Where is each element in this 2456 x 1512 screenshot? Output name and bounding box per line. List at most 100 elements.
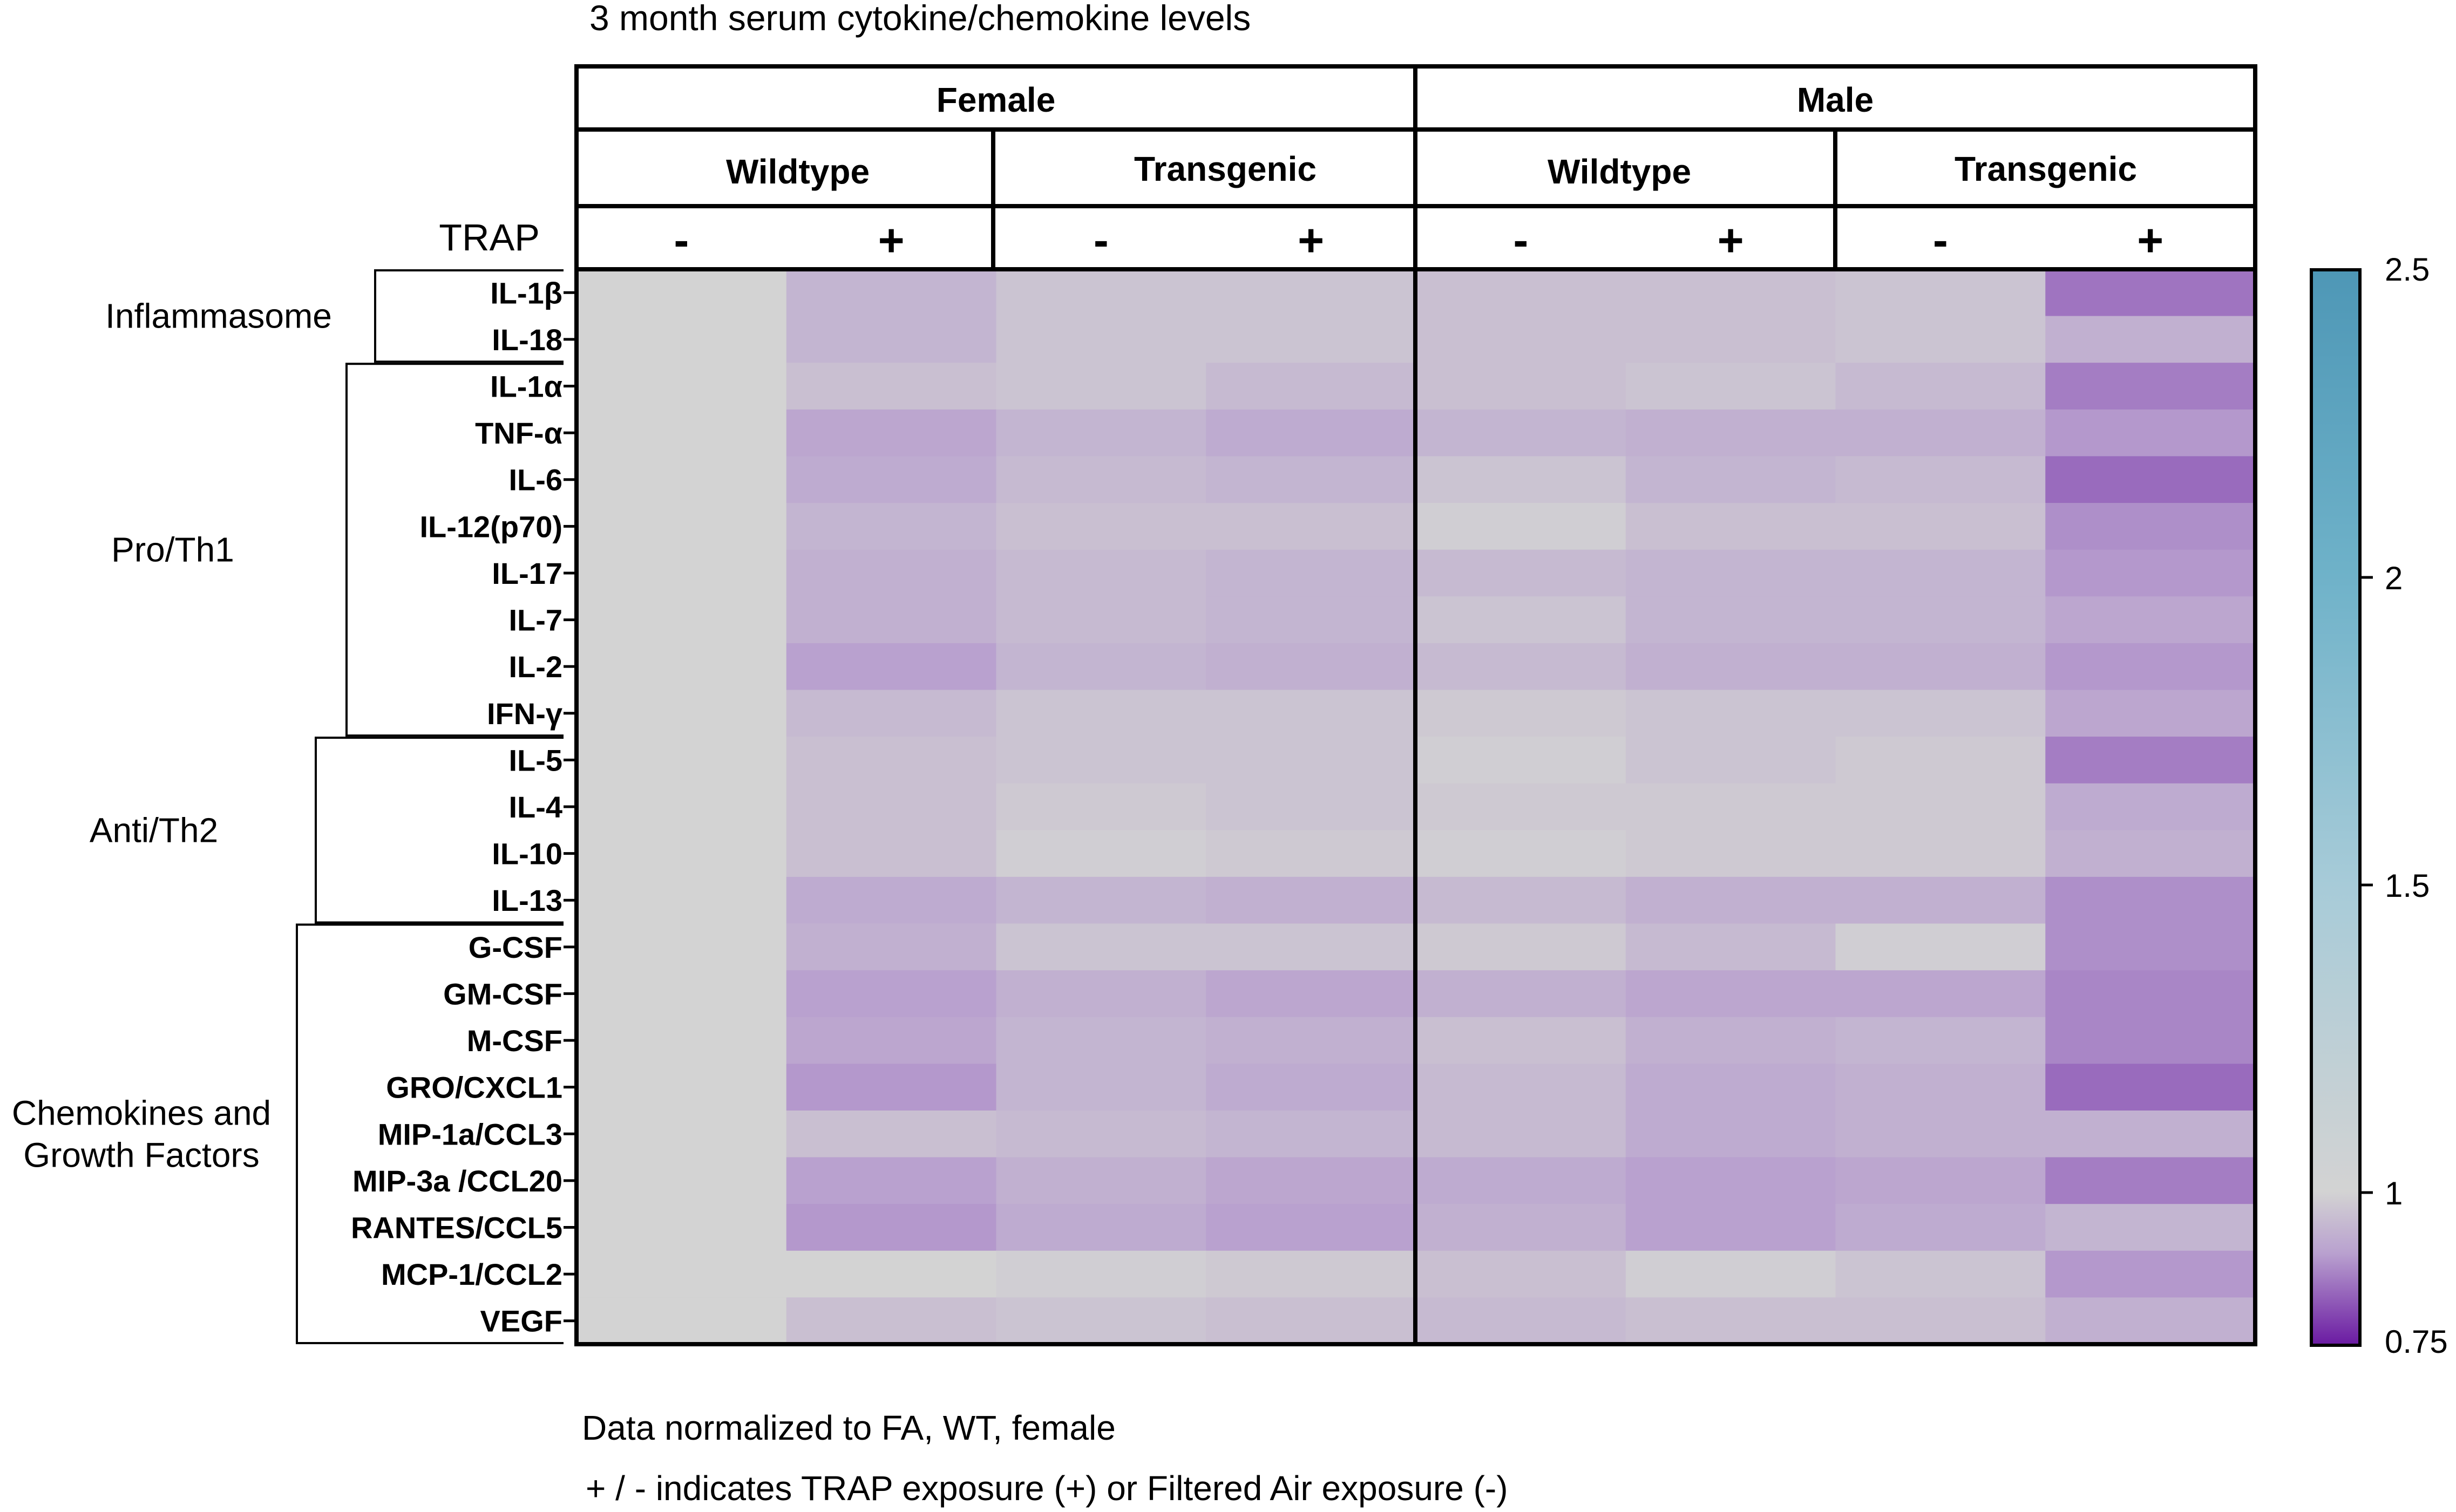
heatmap-cell-mip-3a-ccl20-col1 (576, 1157, 787, 1204)
row-label-il-12-p70: IL-12(p70) (420, 509, 563, 543)
note-trap-exposure: + / - indicates TRAP exposure (+) or Fil… (586, 1469, 1508, 1508)
group-label-pro-th1: Pro/Th1 (111, 530, 234, 569)
heatmap-cell-il-17-col4 (1206, 549, 1416, 597)
heatmap-cell-mip-3a-ccl20-col2 (786, 1157, 997, 1204)
heatmap-cell-m-csf-col4 (1206, 1017, 1416, 1065)
heatmap-cell-il-18-col5 (1416, 316, 1626, 364)
heatmap-cell-il-12-p70-col7 (1835, 503, 2046, 550)
group-bracket-chemokines-and-growth-factors (296, 923, 564, 1344)
heatmap-cell-il-1-col4 (1206, 269, 1416, 317)
heatmap-cell-rantes-ccl5-col8 (2045, 1204, 2256, 1251)
heatmap-cell-il-4-col6 (1625, 783, 1836, 831)
row-label-g-csf: G-CSF (469, 930, 562, 964)
heatmap-cell-tnf-col7 (1835, 409, 2046, 457)
heatmap-cell-il-10-col5 (1416, 830, 1626, 877)
heatmap-cell-il-13-col3 (996, 876, 1207, 924)
heatmap-cell-il-4-col7 (1835, 783, 2046, 831)
colorbar-bar (2310, 268, 2362, 1347)
group-label-anti-th2: Anti/Th2 (90, 811, 218, 849)
heatmap-cell-il-18-col8 (2045, 316, 2256, 364)
heatmap-cell-mcp-1-ccl2-col2 (786, 1250, 997, 1298)
heatmap-cell-mip-1a-ccl3-col8 (2045, 1110, 2256, 1158)
heatmap-cell-il-2-col3 (996, 643, 1207, 691)
heatmap-cell-g-csf-col5 (1416, 923, 1626, 971)
heatmap-cell-ifn-col2 (786, 690, 997, 737)
heatmap-cell-tnf-col1 (576, 409, 787, 457)
heatmap-cell-g-csf-col4 (1206, 923, 1416, 971)
heatmap-cell-il-13-col7 (1835, 876, 2046, 924)
row-label-ifn: IFN-γ (487, 697, 562, 731)
row-label-vegf: VEGF (480, 1304, 562, 1338)
group-bracket-anti-th2 (315, 737, 564, 924)
heatmap-cell-il-2-col6 (1625, 643, 1836, 691)
heatmap-cell-il-5-col8 (2045, 737, 2256, 784)
heatmap-cell-il-10-col4 (1206, 830, 1416, 877)
heatmap-cell-gm-csf-col7 (1835, 970, 2046, 1018)
heatmap-cell-mip-3a-ccl20-col3 (996, 1157, 1207, 1204)
heatmap-cell-gm-csf-col3 (996, 970, 1207, 1018)
heatmap-cell-mcp-1-ccl2-col3 (996, 1250, 1207, 1298)
heatmap-cell-il-18-col1 (576, 316, 787, 364)
heatmap-cell-vegf-col5 (1416, 1297, 1626, 1345)
colorbar-tick-label-2-5: 2.5 (2385, 251, 2430, 288)
row-label-il-4: IL-4 (508, 790, 562, 824)
heatmap-cell-il-12-p70-col2 (786, 503, 997, 550)
heatmap-cell-m-csf-col6 (1625, 1017, 1836, 1065)
heatmap-cell-mcp-1-ccl2-col5 (1416, 1250, 1626, 1298)
heatmap-cell-il-18-col7 (1835, 316, 2046, 364)
row-label-rantes-ccl5: RANTES/CCL5 (351, 1210, 562, 1244)
colorbar-ticks: 2.5 2 1.5 1 0.75 (2360, 251, 2448, 1360)
heatmap-cell-il-2-col1 (576, 643, 787, 691)
trap-sign-col4: + (1298, 215, 1324, 265)
heatmap-cell-gro-cxcl1-col8 (2045, 1064, 2256, 1111)
row-label-tnf: TNF-α (475, 416, 562, 450)
heatmap-cell-gro-cxcl1-col6 (1625, 1064, 1836, 1111)
heatmap-cell-ifn-col3 (996, 690, 1207, 737)
heatmap-cell-mcp-1-ccl2-col8 (2045, 1250, 2256, 1298)
trap-sign-col5: - (1513, 215, 1528, 265)
row-label-il-13: IL-13 (492, 883, 562, 917)
heatmap-cell-ifn-col4 (1206, 690, 1416, 737)
heatmap-cell-il-1-col5 (1416, 269, 1626, 317)
heatmap-cell-gro-cxcl1-col5 (1416, 1064, 1626, 1111)
heatmap-cell-mip-1a-ccl3-col3 (996, 1110, 1207, 1158)
header-female-transgenic: Transgenic (1134, 149, 1317, 188)
heatmap-cell-il-1-col6 (1625, 269, 1836, 317)
heatmap-cell-il-5-col7 (1835, 737, 2046, 784)
heatmap-cell-il-6-col1 (576, 456, 787, 503)
heatmap-cell-rantes-ccl5-col5 (1416, 1204, 1626, 1251)
heatmap-cell-il-17-col5 (1416, 549, 1626, 597)
trap-sign-col3: - (1094, 215, 1109, 265)
heatmap-cell-mip-1a-ccl3-col7 (1835, 1110, 2046, 1158)
heatmap-cell-gm-csf-col5 (1416, 970, 1626, 1018)
header-male: Male (1797, 80, 1874, 119)
heatmap-cell-mip-1a-ccl3-col1 (576, 1110, 787, 1158)
heatmap-cell-il-13-col4 (1206, 876, 1416, 924)
heatmap-cell-il-5-col3 (996, 737, 1207, 784)
colorbar-tick-label-1: 1 (2385, 1175, 2403, 1211)
trap-sign-col6: + (1718, 215, 1744, 265)
heatmap-cell-il-1-col8 (2045, 363, 2256, 410)
heatmap-cell-il-12-p70-col8 (2045, 503, 2256, 550)
heatmap-cell-mip-1a-ccl3-col2 (786, 1110, 997, 1158)
heatmap-cells (576, 269, 2256, 1345)
row-label-gm-csf: GM-CSF (443, 977, 562, 1011)
heatmap-cell-il-6-col4 (1206, 456, 1416, 503)
row-label-mcp-1-ccl2: MCP-1/CCL2 (381, 1257, 562, 1291)
heatmap-cell-il-6-col2 (786, 456, 997, 503)
colorbar-tick-label-1-5: 1.5 (2385, 868, 2430, 904)
heatmap-cell-il-10-col1 (576, 830, 787, 877)
row-label-m-csf: M-CSF (467, 1024, 562, 1058)
heatmap-cell-il-18-col4 (1206, 316, 1416, 364)
heatmap-cell-gro-cxcl1-col1 (576, 1064, 787, 1111)
heatmap-cell-il-7-col6 (1625, 596, 1836, 644)
row-labels: IL-1β IL-18 IL-1α TNF-α IL-6 IL-12(p70) IL-17 I… (351, 276, 574, 1338)
heatmap-cell-il-4-col1 (576, 783, 787, 831)
heatmap-cell-g-csf-col8 (2045, 923, 2256, 971)
heatmap-cell-tnf-col2 (786, 409, 997, 457)
heatmap-cell-mip-3a-ccl20-col5 (1416, 1157, 1626, 1204)
heatmap-cell-il-7-col7 (1835, 596, 2046, 644)
heatmap-cell-il-6-col3 (996, 456, 1207, 503)
heatmap-cell-tnf-col5 (1416, 409, 1626, 457)
